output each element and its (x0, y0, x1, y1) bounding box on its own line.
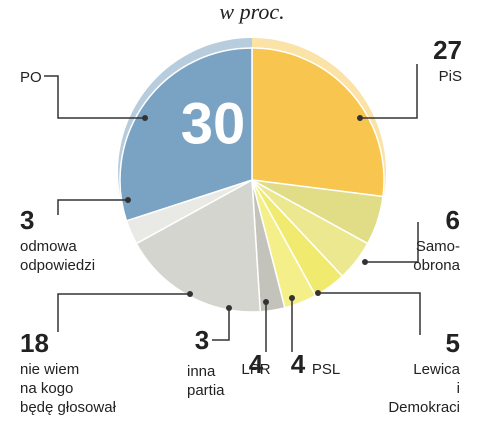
leader-line (44, 75, 145, 119)
value-label: 4 (291, 349, 306, 379)
category-label: PSL (312, 361, 340, 378)
leader-dot (263, 299, 269, 305)
value-label: 18 (20, 328, 49, 358)
leader-dot (357, 115, 363, 121)
category-label: partia (187, 382, 225, 399)
leader-dot (226, 305, 232, 311)
leader-line (57, 199, 128, 215)
value-label: 3 (195, 325, 209, 355)
category-label: Samo- (416, 238, 460, 255)
leader-line (212, 308, 230, 341)
category-label: inna (187, 363, 216, 380)
category-label: będę głosował (20, 399, 117, 416)
leader-dot (315, 290, 321, 296)
leader-dot (125, 197, 131, 203)
leader-dot (187, 291, 193, 297)
leader-line (318, 292, 421, 335)
category-label: obrona (413, 257, 460, 274)
value-label: 5 (446, 328, 460, 358)
value-label: 3 (20, 205, 34, 235)
leader-line (57, 293, 190, 332)
category-label: LPR (241, 361, 270, 378)
category-label: nie wiem (20, 361, 79, 378)
chart-title: w proc. (219, 0, 284, 24)
value-label: 30 (181, 91, 246, 156)
category-label: Lewica (413, 361, 460, 378)
value-label: 6 (446, 205, 460, 235)
category-label: PO (20, 69, 42, 86)
category-label: i (457, 380, 460, 397)
leader-line (365, 222, 419, 263)
category-label: odpowiedzi (20, 257, 95, 274)
pie-slice (251, 47, 385, 198)
value-label: 27 (433, 35, 462, 65)
category-label: PiS (439, 68, 462, 85)
value-label: 4 (249, 349, 264, 379)
category-label: na kogo (20, 380, 73, 397)
leader-line (360, 64, 418, 119)
leader-dot (362, 259, 368, 265)
leader-dot (142, 115, 148, 121)
category-label: Demokraci (388, 399, 460, 416)
category-label: odmowa (20, 238, 77, 255)
leader-dot (289, 295, 295, 301)
pie-slice (119, 47, 253, 222)
